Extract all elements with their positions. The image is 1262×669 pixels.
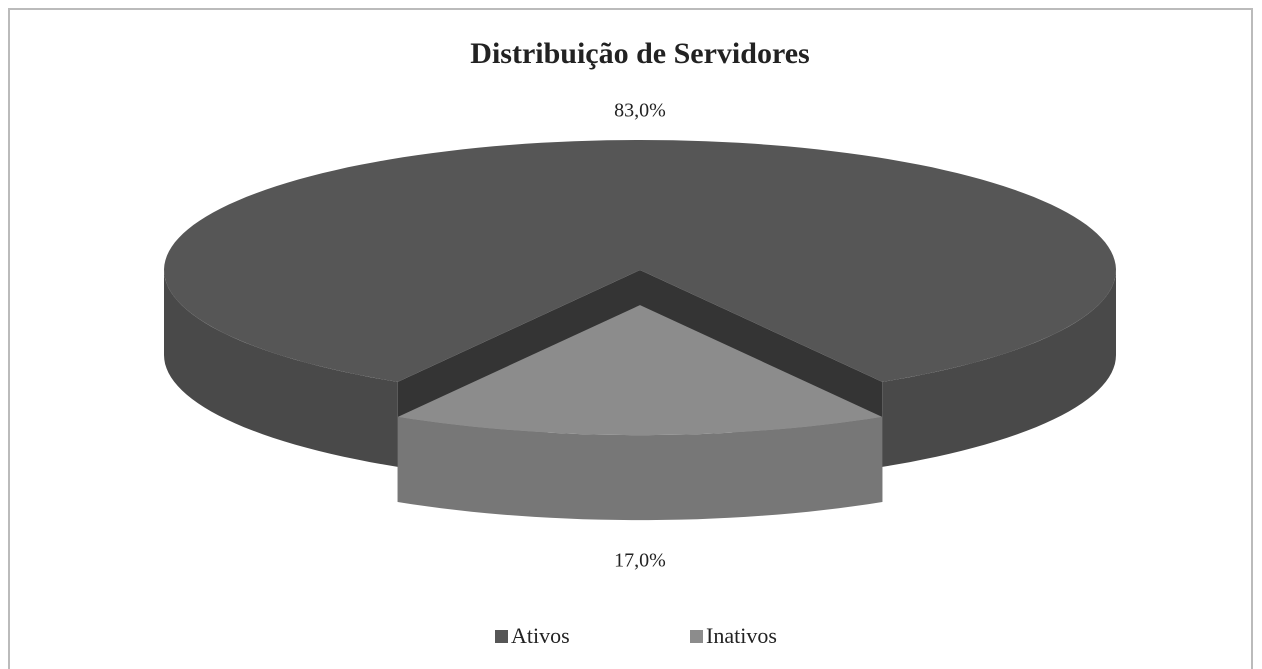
legend-label: Ativos (511, 623, 570, 648)
slice-side (164, 270, 398, 467)
chart-title: Distribuição de Servidores (470, 37, 809, 70)
slice (397, 305, 883, 436)
slice-side (882, 270, 1116, 467)
slice-side (397, 417, 883, 521)
legend-swatch (495, 630, 508, 643)
slice (164, 140, 1116, 382)
data-label: 83,0% (614, 100, 666, 122)
legend-label: Inativos (706, 623, 777, 648)
legend-swatch (690, 630, 703, 643)
data-label: 17,0% (614, 550, 666, 572)
